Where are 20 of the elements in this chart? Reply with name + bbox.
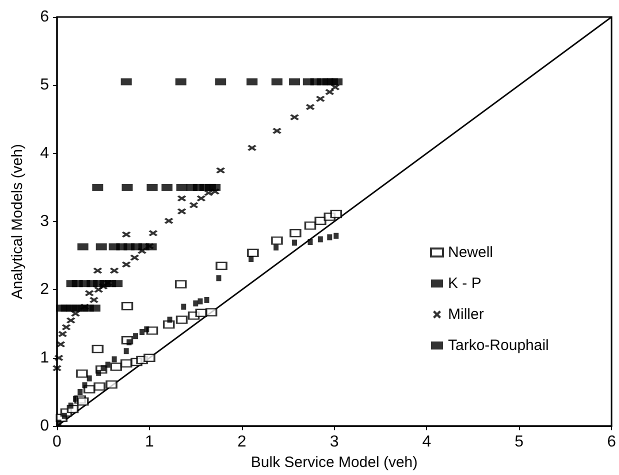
y-tick-label: 3 <box>40 213 50 230</box>
y-tick-label: 6 <box>40 8 50 26</box>
legend-label: Tarko-Rouphail <box>448 337 549 354</box>
legend-label: Newell <box>448 244 494 261</box>
x-tick-label: 4 <box>422 434 432 451</box>
y-tick-label: 2 <box>40 281 50 298</box>
x-tick-label: 6 <box>607 434 616 451</box>
legend-label: K - P <box>448 275 482 292</box>
x-tick-label: 1 <box>144 434 154 451</box>
y-tick-label: 4 <box>40 144 50 162</box>
y-tick-label: 1 <box>40 349 50 366</box>
legend-label: Miller <box>448 306 484 323</box>
y-tick-label: 5 <box>40 76 50 94</box>
x-tick-label: 3 <box>330 434 339 451</box>
x-axis-title: Bulk Service Model (veh) <box>250 454 418 471</box>
x-tick-label: 0 <box>52 434 62 451</box>
x-tick-label: 5 <box>514 434 524 451</box>
y-axis-title: Analytical Models (veh) <box>9 144 26 300</box>
y-tick-label: 0 <box>40 418 50 435</box>
x-tick-label: 2 <box>237 434 246 451</box>
